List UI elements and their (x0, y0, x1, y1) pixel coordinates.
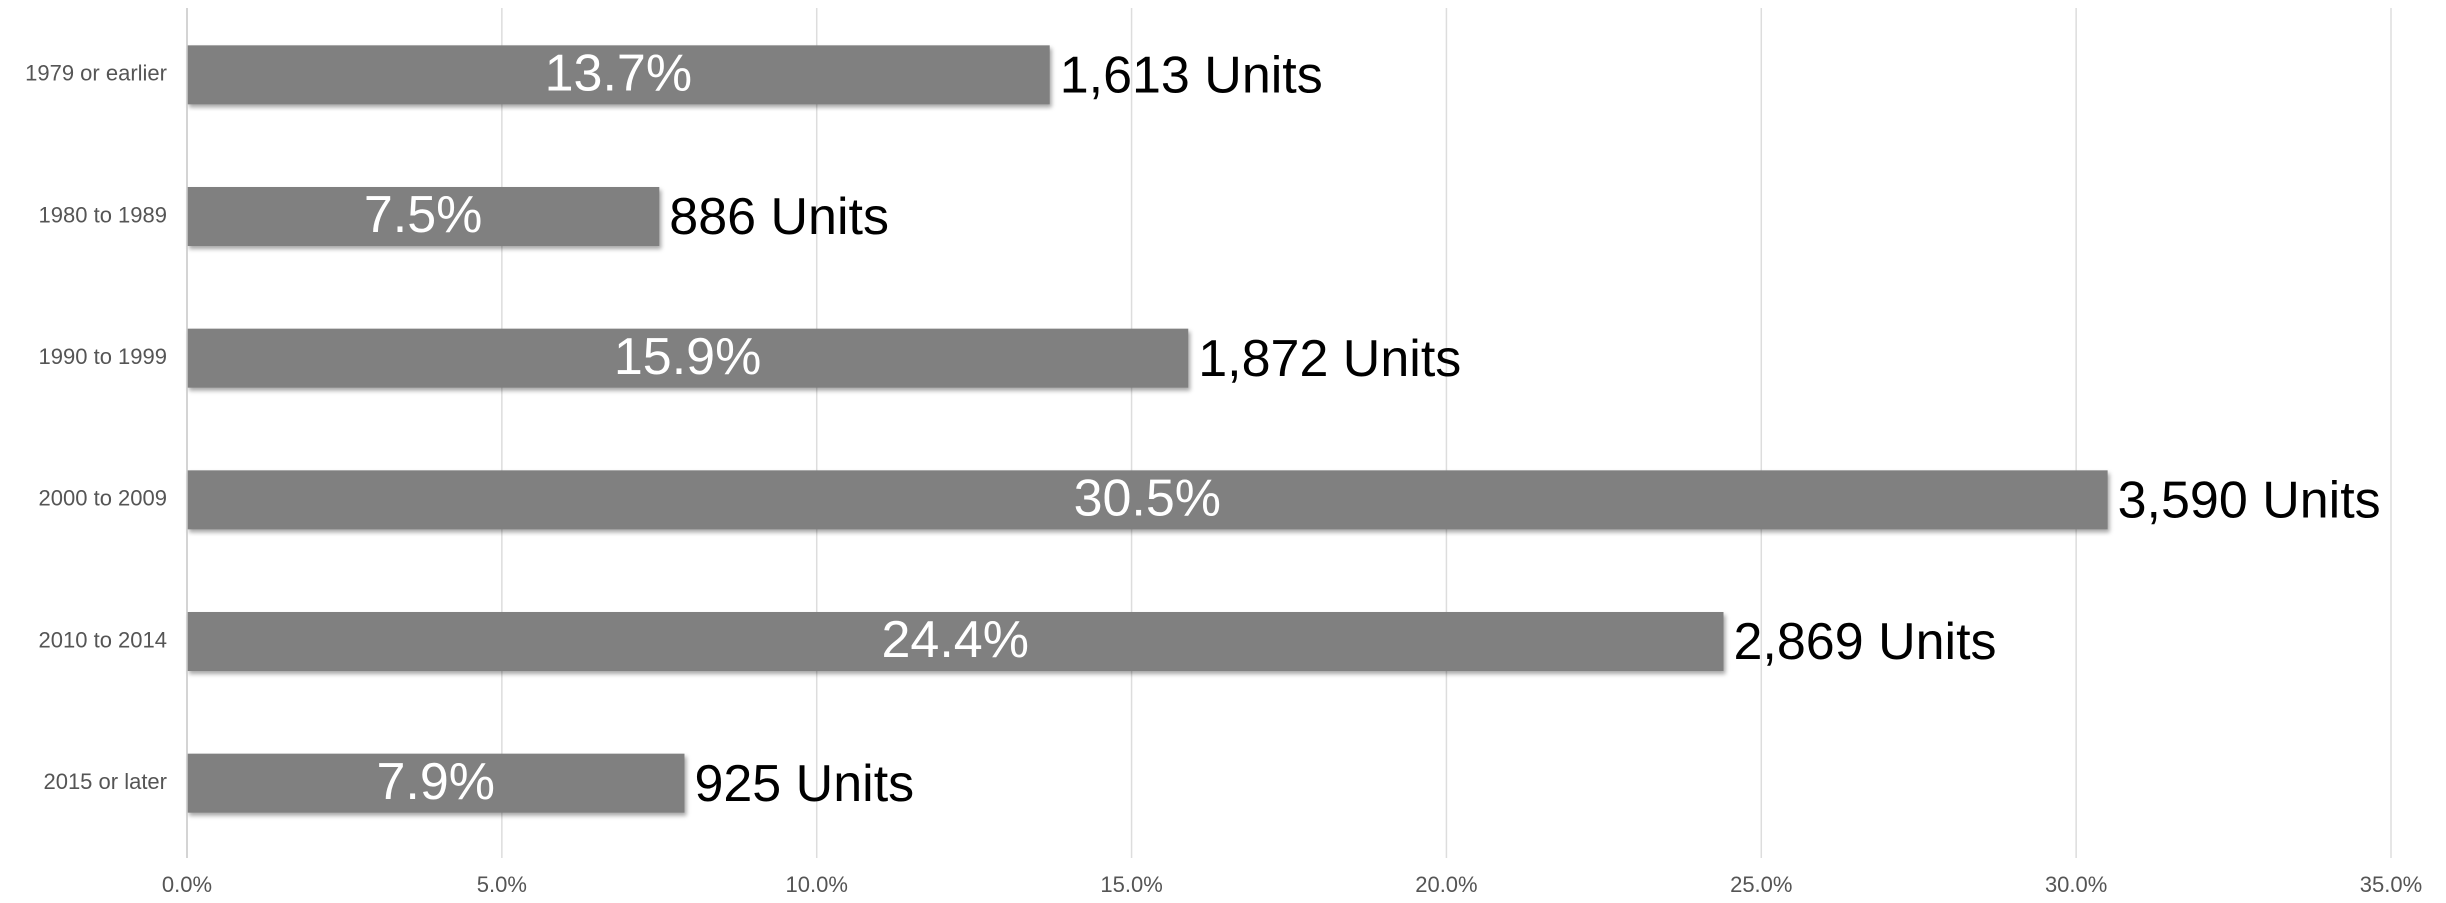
units-label: 1,613 Units (1060, 47, 1323, 105)
units-label: 2,869 Units (1734, 613, 1997, 671)
y-tick-label: 1990 to 1999 (39, 344, 167, 369)
units-label: 1,872 Units (1198, 330, 1461, 388)
bar-value-label: 24.4% (882, 611, 1029, 669)
bar-value-label: 7.5% (364, 186, 483, 244)
bar (187, 470, 2108, 530)
x-tick-label: 20.0% (1415, 872, 1477, 897)
y-tick-label: 2000 to 2009 (39, 486, 167, 511)
y-tick-label: 2015 or later (43, 769, 167, 794)
bar (187, 328, 1189, 388)
bar (187, 45, 1050, 105)
bar (187, 612, 1724, 671)
y-tick-label: 2010 to 2014 (39, 627, 167, 652)
bar (187, 753, 685, 813)
units-label: 3,590 Units (2118, 472, 2381, 530)
x-tick-label: 0.0% (162, 872, 212, 897)
x-tick-label: 10.0% (786, 872, 848, 897)
x-tick-label: 25.0% (1730, 872, 1792, 897)
units-label: 886 Units (669, 188, 889, 246)
bar-value-label: 13.7% (545, 45, 692, 103)
y-tick-label: 1979 or earlier (25, 61, 167, 86)
units-label: 925 Units (694, 755, 914, 813)
y-tick-label: 1980 to 1989 (39, 202, 167, 227)
bar-value-label: 15.9% (614, 328, 761, 386)
bar-value-label: 30.5% (1074, 470, 1221, 528)
x-tick-label: 35.0% (2360, 872, 2422, 897)
x-tick-label: 30.0% (2045, 872, 2107, 897)
x-tick-label: 5.0% (477, 872, 527, 897)
bar-value-label: 7.9% (376, 753, 495, 811)
bar (187, 187, 660, 246)
x-tick-label: 15.0% (1100, 872, 1162, 897)
